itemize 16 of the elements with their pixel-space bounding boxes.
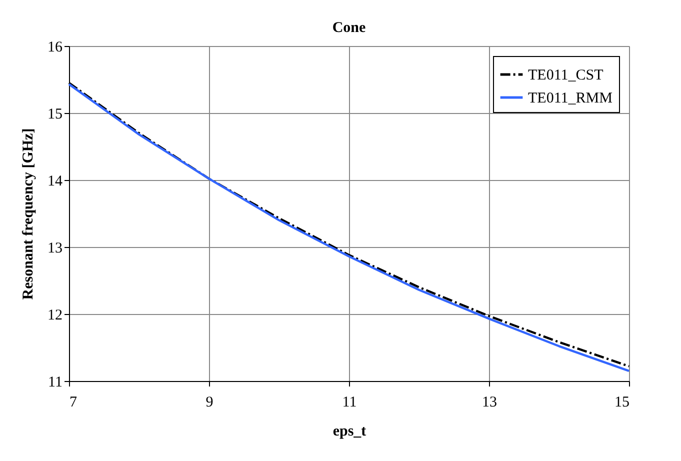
x-tick-label: 7: [70, 394, 78, 410]
legend-label: TE011_RMM: [528, 90, 612, 106]
y-tick-label: 11: [48, 374, 62, 390]
y-tick-label: 12: [48, 308, 62, 324]
y-tick-label: 13: [48, 240, 62, 256]
y-tick-label: 16: [48, 40, 63, 56]
x-tick-label: 9: [206, 394, 214, 410]
legend-label: TE011_CST: [528, 68, 604, 84]
chart-title: Cone: [332, 20, 366, 36]
x-axis-title: eps_t: [332, 424, 366, 440]
x-tick-label: 13: [482, 394, 497, 410]
x-tick-label: 15: [614, 394, 630, 410]
y-axis-title: Resonant frequency [GHz]: [20, 128, 36, 300]
y-tick-label: 15: [48, 106, 62, 122]
y-tick-label: 14: [48, 174, 63, 190]
x-tick-label: 11: [342, 394, 357, 410]
